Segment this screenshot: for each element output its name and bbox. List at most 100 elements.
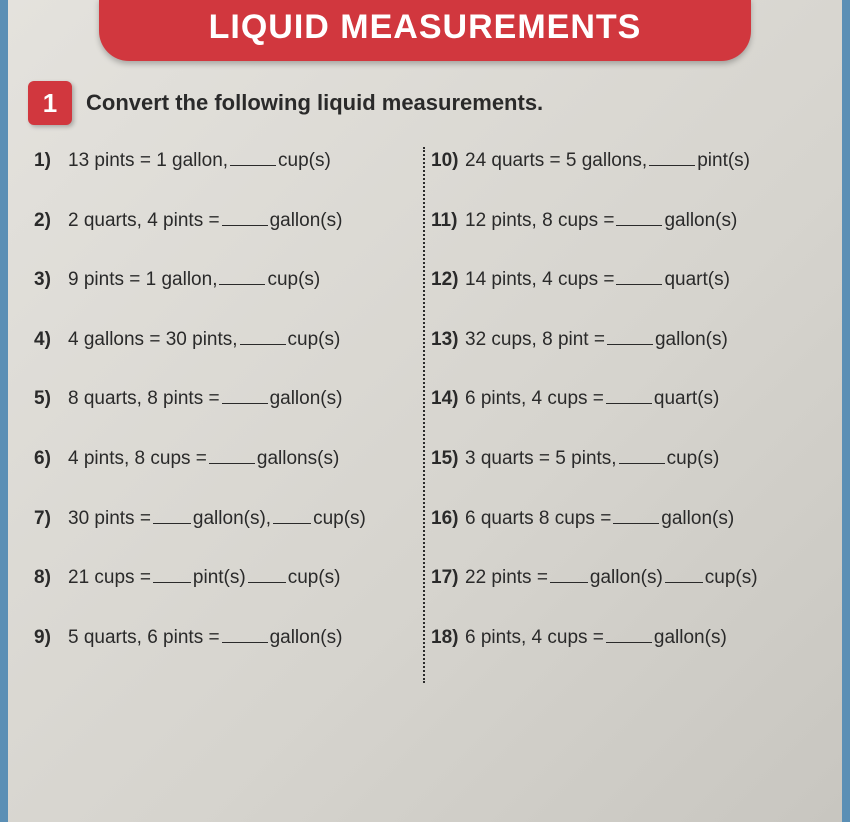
answer-blank[interactable] [222, 385, 268, 404]
answer-blank[interactable] [240, 326, 286, 345]
problem-text: 2 quarts, 4 pints = [68, 208, 220, 235]
problem-number: 13) [431, 327, 459, 354]
problem-text: 6 quarts 8 cups = [465, 506, 611, 533]
problem-text: 32 cups, 8 pint = [465, 327, 605, 354]
section-number: 1 [43, 88, 57, 119]
problem-text: 13 pints = 1 gallon, [68, 148, 228, 175]
answer-blank[interactable] [665, 564, 703, 583]
answer-blank[interactable] [222, 624, 268, 643]
unit-label: gallons(s) [257, 446, 339, 473]
answer-blank[interactable] [153, 564, 191, 583]
unit-label: quart(s) [654, 386, 719, 413]
problem-17: 17) 22 pints = gallon(s) cup(s) [431, 564, 816, 592]
problem-text: 5 quarts, 6 pints = [68, 625, 220, 652]
problem-4: 4) 4 gallons = 30 pints, cup(s) [34, 326, 417, 354]
unit-label: gallon(s), [193, 506, 271, 533]
answer-blank[interactable] [248, 564, 286, 583]
section-instruction: Convert the following liquid measurement… [86, 90, 543, 116]
answer-blank[interactable] [222, 207, 268, 226]
section-number-badge: 1 [28, 81, 72, 125]
problem-text: 22 pints = [465, 565, 548, 592]
answer-blank[interactable] [616, 266, 662, 285]
problem-10: 10) 24 quarts = 5 gallons, pint(s) [431, 147, 816, 175]
problem-13: 13) 32 cups, 8 pint = gallon(s) [431, 326, 816, 354]
problem-text: 12 pints, 8 cups = [465, 208, 614, 235]
answer-blank[interactable] [606, 385, 652, 404]
problem-number: 16) [431, 506, 459, 533]
answer-blank[interactable] [649, 147, 695, 166]
answer-blank[interactable] [613, 505, 659, 524]
problem-6: 6) 4 pints, 8 cups = gallons(s) [34, 445, 417, 473]
problems-container: 1) 13 pints = 1 gallon, cup(s) 2) 2 quar… [28, 147, 822, 683]
answer-blank[interactable] [619, 445, 665, 464]
problem-text: 30 pints = [68, 506, 151, 533]
unit-label: cup(s) [267, 267, 320, 294]
unit-label: quart(s) [664, 267, 729, 294]
problem-number: 15) [431, 446, 459, 473]
problem-number: 2) [34, 208, 62, 235]
section-header: 1 Convert the following liquid measureme… [28, 81, 822, 125]
page-title-banner: LIQUID MEASUREMENTS [99, 0, 750, 61]
problem-number: 10) [431, 148, 459, 175]
problem-15: 15) 3 quarts = 5 pints, cup(s) [431, 445, 816, 473]
answer-blank[interactable] [230, 147, 276, 166]
answer-blank[interactable] [273, 505, 311, 524]
unit-label: cup(s) [667, 446, 720, 473]
problem-number: 14) [431, 386, 459, 413]
problem-number: 17) [431, 565, 459, 592]
unit-label: gallon(s) [661, 506, 734, 533]
answer-blank[interactable] [616, 207, 662, 226]
unit-label: cup(s) [288, 327, 341, 354]
problem-16: 16) 6 quarts 8 cups = gallon(s) [431, 505, 816, 533]
answer-blank[interactable] [209, 445, 255, 464]
problem-2: 2) 2 quarts, 4 pints = gallon(s) [34, 207, 417, 235]
answer-blank[interactable] [606, 624, 652, 643]
problem-number: 11) [431, 208, 459, 235]
problem-number: 6) [34, 446, 62, 473]
problem-text: 14 pints, 4 cups = [465, 267, 614, 294]
problem-12: 12) 14 pints, 4 cups = quart(s) [431, 266, 816, 294]
unit-label: gallon(s) [270, 386, 343, 413]
problem-5: 5) 8 quarts, 8 pints = gallon(s) [34, 385, 417, 413]
problem-number: 1) [34, 148, 62, 175]
problem-number: 4) [34, 327, 62, 354]
problem-number: 12) [431, 267, 459, 294]
problem-number: 18) [431, 625, 459, 652]
problem-text: 4 gallons = 30 pints, [68, 327, 238, 354]
page-title: LIQUID MEASUREMENTS [209, 8, 642, 46]
problem-text: 21 cups = [68, 565, 151, 592]
problem-number: 5) [34, 386, 62, 413]
unit-label: gallon(s) [270, 208, 343, 235]
problem-text: 6 pints, 4 cups = [465, 625, 604, 652]
unit-label: cup(s) [288, 565, 341, 592]
problem-18: 18) 6 pints, 4 cups = gallon(s) [431, 624, 816, 652]
answer-blank[interactable] [153, 505, 191, 524]
problem-1: 1) 13 pints = 1 gallon, cup(s) [34, 147, 417, 175]
unit-label: cup(s) [278, 148, 331, 175]
unit-label: gallon(s) [590, 565, 663, 592]
problem-text: 24 quarts = 5 gallons, [465, 148, 647, 175]
answer-blank[interactable] [607, 326, 653, 345]
problem-9: 9) 5 quarts, 6 pints = gallon(s) [34, 624, 417, 652]
unit-label: gallon(s) [664, 208, 737, 235]
problem-7: 7) 30 pints = gallon(s), cup(s) [34, 505, 417, 533]
unit-label: cup(s) [705, 565, 758, 592]
problem-3: 3) 9 pints = 1 gallon, cup(s) [34, 266, 417, 294]
problem-number: 7) [34, 506, 62, 533]
answer-blank[interactable] [219, 266, 265, 285]
problem-14: 14) 6 pints, 4 cups = quart(s) [431, 385, 816, 413]
answer-blank[interactable] [550, 564, 588, 583]
problem-number: 3) [34, 267, 62, 294]
problem-text: 4 pints, 8 cups = [68, 446, 207, 473]
problem-number: 8) [34, 565, 62, 592]
unit-label: gallon(s) [270, 625, 343, 652]
left-column: 1) 13 pints = 1 gallon, cup(s) 2) 2 quar… [28, 147, 425, 683]
unit-label: pint(s) [697, 148, 750, 175]
problem-text: 8 quarts, 8 pints = [68, 386, 220, 413]
worksheet-page: LIQUID MEASUREMENTS 1 Convert the follow… [0, 0, 850, 822]
unit-label: cup(s) [313, 506, 366, 533]
problem-number: 9) [34, 625, 62, 652]
unit-label: pint(s) [193, 565, 246, 592]
problem-8: 8) 21 cups = pint(s) cup(s) [34, 564, 417, 592]
problem-text: 6 pints, 4 cups = [465, 386, 604, 413]
